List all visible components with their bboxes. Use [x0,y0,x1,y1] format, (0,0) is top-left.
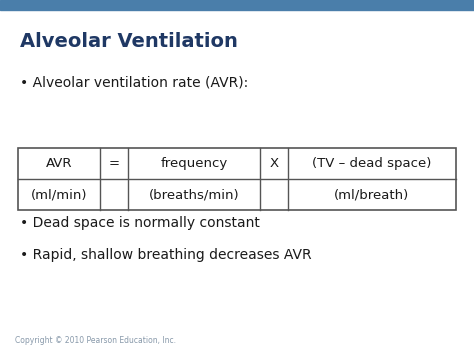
Text: Copyright © 2010 Pearson Education, Inc.: Copyright © 2010 Pearson Education, Inc. [15,336,176,345]
Text: (ml/min): (ml/min) [31,188,87,201]
Text: • Rapid, shallow breathing decreases AVR: • Rapid, shallow breathing decreases AVR [20,248,311,262]
Text: Alveolar Ventilation: Alveolar Ventilation [20,32,238,51]
Text: frequency: frequency [160,157,228,170]
Text: (ml/breath): (ml/breath) [334,188,410,201]
Text: (breaths/min): (breaths/min) [149,188,239,201]
Text: =: = [109,157,119,170]
Text: X: X [269,157,279,170]
Text: • Dead space is normally constant: • Dead space is normally constant [20,216,260,230]
Bar [0,0,474,10]
Text: AVR: AVR [46,157,72,170]
Bar [18,148,456,210]
Text: • Alveolar ventilation rate (AVR):: • Alveolar ventilation rate (AVR): [20,75,248,89]
Text: (TV – dead space): (TV – dead space) [312,157,432,170]
